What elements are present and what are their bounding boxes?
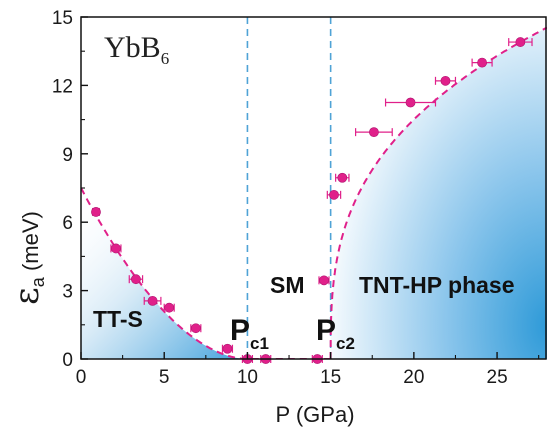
data-point [369,127,379,138]
y-tick-label: 15 [52,8,73,29]
data-point [190,323,201,334]
material-label: YbB6 [104,31,169,68]
x-tick-label: 15 [320,367,341,388]
y-tick-label: 6 [62,213,73,234]
x-tick-labels: 0 5 10 15 20 25 [76,367,508,388]
y-tick-label: 3 [62,282,73,303]
tnt-hp-region-fill [330,27,547,359]
x-tick-label: 10 [237,367,258,388]
y-tick-label: 12 [52,76,73,97]
y-axis-title-symbol: ε [7,287,47,305]
data-point [329,189,339,200]
data-point [111,243,121,254]
data-point [147,295,158,306]
y-tick-label: 9 [62,145,73,166]
tt-s-region-fill [81,188,248,359]
fit-curve-high-pressure [329,26,547,359]
x-tick-label: 20 [403,367,424,388]
axis-ticks [80,16,540,360]
pc2-label: Pc2 [316,314,355,353]
data-point [337,172,348,183]
region-label-sm: SM [270,272,305,298]
x-tick-label: 5 [159,367,170,388]
region-label-tnt-hp: TNT-HP phase [359,272,515,298]
y-axis-title-unit: (meV) [18,211,43,277]
pc1-label: Pc1 [230,314,269,353]
y-tick-labels: 0 3 6 9 12 15 [52,8,73,371]
y-axis-title: εa (meV) [7,211,48,305]
data-point [319,275,329,286]
y-axis-title-subscript: a [28,276,48,287]
y-tick-label: 0 [62,350,73,371]
data-point [222,343,233,354]
region-label-tt-s: TT-S [93,306,143,332]
x-axis-title: P (GPa) [275,402,354,427]
data-point [515,37,526,47]
x-tick-label: 25 [487,367,508,388]
critical-pressure-lines [246,17,332,359]
data-point [477,57,487,68]
x-tick-label: 0 [76,367,87,388]
data-point [91,207,101,217]
data-point [131,274,141,285]
data-point [440,75,451,86]
data-point [405,97,416,108]
fit-curves [81,26,547,359]
data-point [164,302,175,313]
fit-curve-low-pressure [81,187,331,359]
